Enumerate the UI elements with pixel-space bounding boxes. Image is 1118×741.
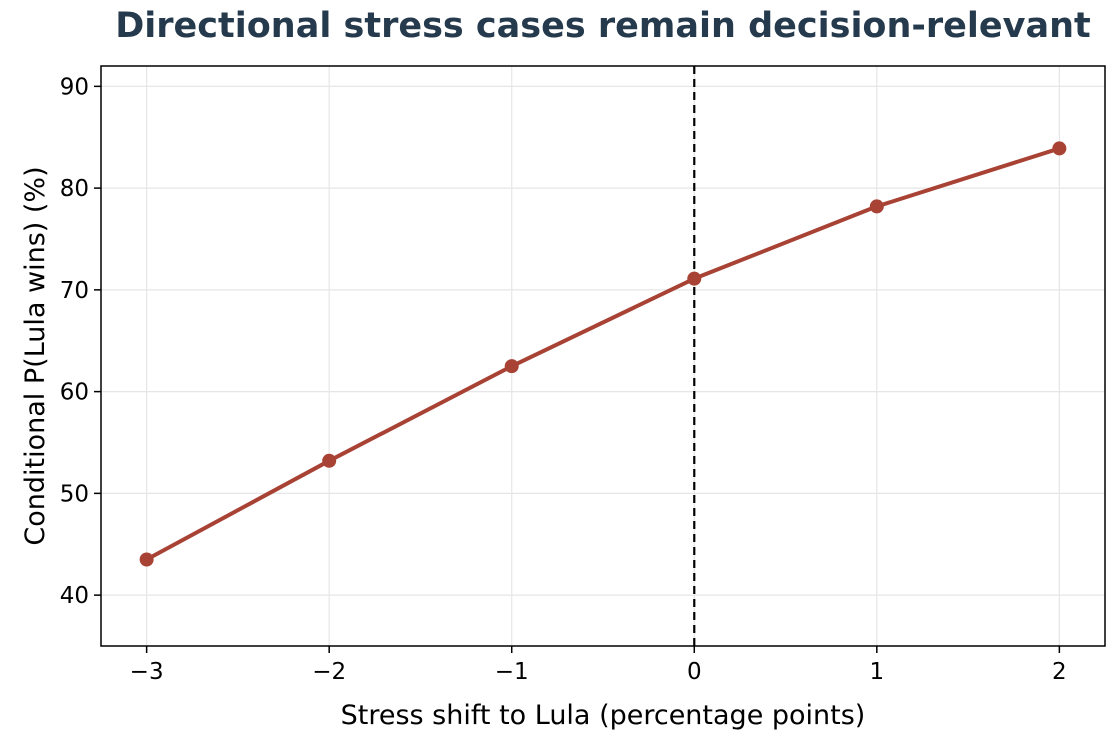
y-axis-label: Conditional P(Lula wins) (%)	[20, 166, 51, 545]
grid	[101, 66, 1105, 646]
y-tick-label: 60	[60, 380, 89, 406]
data-point	[139, 552, 154, 567]
y-tick-label: 80	[60, 176, 89, 202]
y-tick-label: 70	[60, 278, 89, 304]
x-tick-label: −2	[312, 659, 346, 685]
y-tick-label: 50	[60, 481, 89, 507]
data-point	[1052, 141, 1067, 156]
data-point	[687, 271, 702, 286]
x-tick-label: −1	[495, 659, 529, 685]
x-tick-label: 2	[1052, 659, 1067, 685]
plot-frame	[100, 65, 1106, 647]
x-tick-label: 1	[869, 659, 884, 685]
series-group	[139, 141, 1067, 567]
chart-title: Directional stress cases remain decision…	[115, 6, 1091, 46]
x-tick-label: 0	[687, 659, 702, 685]
y-tick-label: 90	[60, 74, 89, 100]
data-point	[322, 453, 337, 468]
x-axis: −3 −2 −1 0 1 2	[130, 646, 1067, 685]
x-axis-label: Stress shift to Lula (percentage points)	[341, 700, 866, 731]
x-tick-label: −3	[130, 659, 164, 685]
series-line	[144, 146, 1062, 562]
data-point	[504, 359, 519, 374]
y-axis: 40 50 60 70 80 90	[60, 74, 101, 609]
y-tick-label: 40	[60, 583, 89, 609]
data-point	[869, 199, 884, 214]
